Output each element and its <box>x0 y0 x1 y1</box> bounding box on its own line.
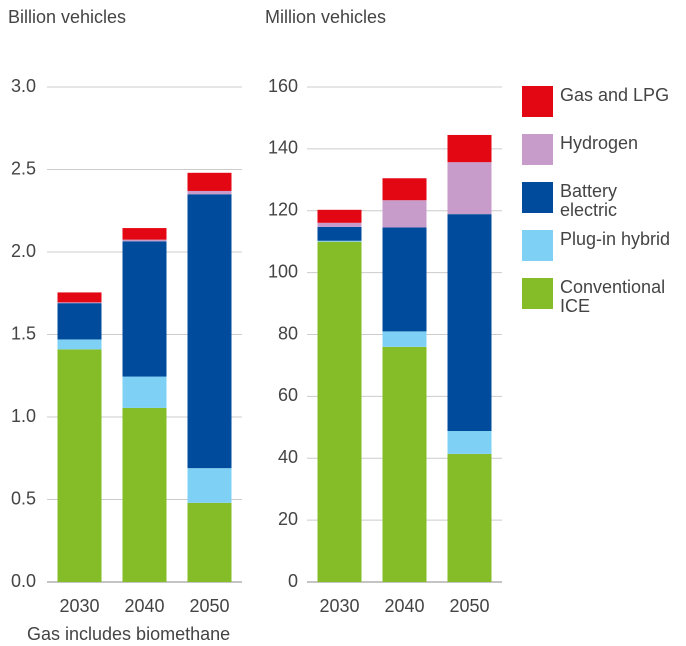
bar-segment <box>447 162 492 215</box>
legend-label: Gas and LPG <box>560 85 670 105</box>
bar-segment <box>382 346 427 582</box>
x-tick-label: 2040 <box>124 596 164 616</box>
legend-swatch <box>522 86 553 117</box>
legend-swatch <box>522 278 553 309</box>
y-tick-label: 140 <box>268 138 298 158</box>
legend-swatch <box>522 230 553 261</box>
x-tick-label: 2030 <box>59 596 99 616</box>
note: Gas includes biomethane <box>27 624 230 644</box>
y-tick-label: 40 <box>278 447 298 467</box>
bar-segment <box>122 407 167 582</box>
y-tick-label: 120 <box>268 200 298 220</box>
bar-segment <box>447 453 492 582</box>
legend-label: Plug-in hybrid <box>560 229 671 249</box>
bar-segment <box>187 190 232 195</box>
bar-segment <box>187 172 232 191</box>
legend-swatch <box>522 182 553 213</box>
y-tick-label: 80 <box>278 323 298 343</box>
bar-segment <box>57 292 102 303</box>
bar-segment <box>447 431 492 454</box>
y-tick-label: 0 <box>288 571 298 591</box>
x-tick-label: 2040 <box>384 596 424 616</box>
bar-segment <box>57 349 102 582</box>
y-tick-label: 100 <box>268 261 298 281</box>
bar-segment <box>382 200 427 228</box>
bar-segment <box>447 134 492 163</box>
legend-label: Conventional ICE <box>560 277 666 316</box>
bar-segment <box>317 209 362 223</box>
legend-item: Hydrogen <box>522 134 678 180</box>
legend-item: Battery electric <box>522 182 678 228</box>
bar-segment <box>317 240 362 242</box>
y-axis-label: Billion vehicles <box>8 7 126 27</box>
y-tick-label: 2.5 <box>11 158 36 178</box>
y-tick-label: 0.0 <box>11 571 36 591</box>
bar-segment <box>122 376 167 408</box>
bar-segment <box>187 468 232 503</box>
bar-segment <box>57 339 102 350</box>
bar-segment <box>382 227 427 332</box>
legend-item: Plug-in hybrid <box>522 230 678 276</box>
x-tick-label: 2030 <box>319 596 359 616</box>
bar-segment <box>447 214 492 432</box>
bar-segment <box>317 226 362 241</box>
bar-segment <box>382 331 427 347</box>
y-tick-label: 1.0 <box>11 406 36 426</box>
bar-segment <box>57 303 102 340</box>
y-tick-label: 0.5 <box>11 488 36 508</box>
y-tick-label: 3.0 <box>11 76 36 96</box>
legend-label: Hydrogen <box>560 133 639 153</box>
legend-item: Conventional ICE <box>522 278 678 324</box>
x-tick-label: 2050 <box>449 596 489 616</box>
y-axis-label: Million vehicles <box>265 7 386 27</box>
legend: Gas and LPG Hydrogen Battery electric Plug-… <box>522 86 678 326</box>
y-tick-label: 60 <box>278 385 298 405</box>
y-tick-label: 20 <box>278 509 298 529</box>
bar-segment <box>382 178 427 201</box>
y-tick-label: 1.5 <box>11 323 36 343</box>
bar-segment <box>122 241 167 377</box>
x-tick-label: 2050 <box>189 596 229 616</box>
bar-segment <box>187 502 232 582</box>
legend-label: Battery electric <box>560 181 618 220</box>
bar-segment <box>122 239 167 242</box>
bar-segment <box>317 241 362 582</box>
y-tick-label: 160 <box>268 76 298 96</box>
bar-segment <box>57 302 102 304</box>
bar-segment <box>187 194 232 469</box>
legend-item: Gas and LPG <box>522 86 678 132</box>
y-tick-label: 2.0 <box>11 241 36 261</box>
bar-segment <box>122 228 167 240</box>
legend-swatch <box>522 134 553 165</box>
bar-segment <box>317 222 362 227</box>
